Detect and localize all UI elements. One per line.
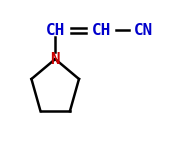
Text: CH: CH xyxy=(92,23,111,38)
Text: CH: CH xyxy=(46,23,65,38)
Text: N: N xyxy=(50,52,60,67)
Text: CN: CN xyxy=(134,23,153,38)
